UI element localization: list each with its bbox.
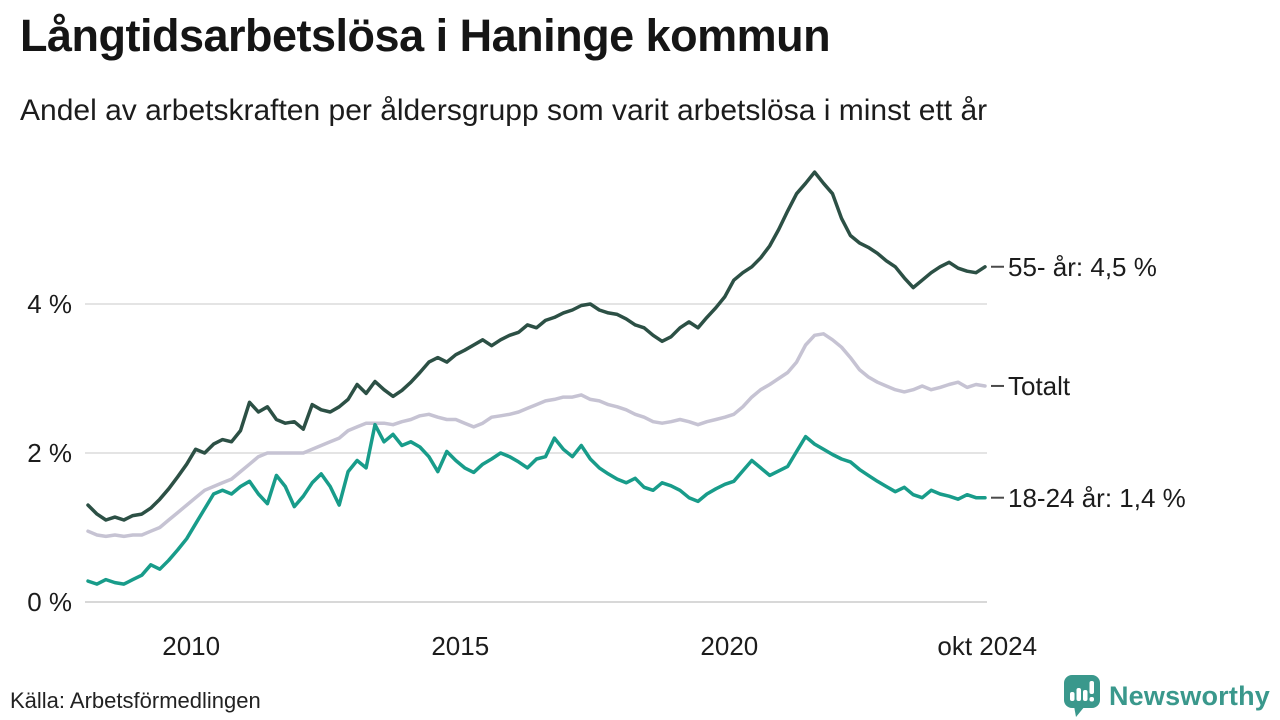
brand-logo: Newsworthy bbox=[1063, 675, 1270, 717]
newsworthy-icon bbox=[1063, 675, 1100, 717]
series-end-label-totalt: Totalt bbox=[1008, 370, 1071, 401]
series-end-label-55-ar: 55- år: 4,5 % bbox=[1008, 251, 1157, 282]
x-axis-tick-label-2015: 2015 bbox=[431, 631, 490, 661]
y-axis-tick-label-0: 0 % bbox=[27, 587, 72, 617]
brand-wordmark: Newsworthy bbox=[1108, 680, 1270, 711]
x-axis-tick-label-2020: 2020 bbox=[700, 631, 759, 661]
series-line-0 bbox=[86, 170, 987, 522]
page-subtitle: Andel av arbetskraften per åldersgrupp s… bbox=[20, 94, 988, 127]
y-axis-tick-label-4: 4 % bbox=[27, 289, 72, 319]
series-line-1 bbox=[86, 332, 987, 539]
y-axis-tick-label-2: 2 % bbox=[27, 438, 72, 468]
x-axis-tick-label-2010: 2010 bbox=[162, 631, 221, 661]
source-note: Källa: Arbetsförmedlingen bbox=[10, 688, 261, 713]
series-end-label-18-24-ar: 18-24 år: 1,4 % bbox=[1008, 482, 1186, 513]
x-axis-tick-label-okt-2024: okt 2024 bbox=[937, 631, 1038, 661]
page-title: Långtidsarbetslösa i Haninge kommun bbox=[20, 10, 831, 61]
series-line-2 bbox=[86, 422, 987, 586]
